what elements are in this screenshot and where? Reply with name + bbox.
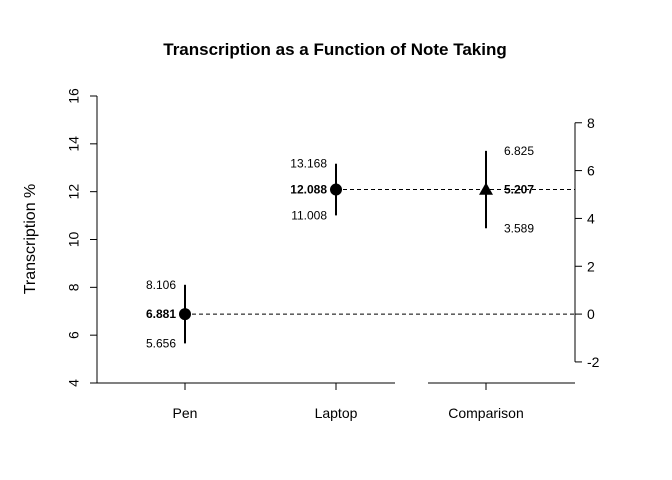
point-marker [330, 183, 342, 196]
axes: 4 6 8 10 12 14 16 -2 0 2 4 6 8 Pen Laptop Comparison [66, 88, 600, 421]
left-axis-tick-label: 14 [66, 136, 82, 152]
right-axis-tick-label: 6 [587, 163, 595, 179]
left-axis-tick-label: 6 [66, 331, 82, 339]
right-axis-tick-label: 2 [587, 258, 595, 274]
y-axis-label: Transcription % [22, 184, 39, 295]
left-axis-tick-label: 10 [66, 232, 82, 248]
data-label-estimate: 12.088 [290, 183, 327, 197]
x-axis-category-label: Laptop [315, 405, 358, 421]
chart-marks: 8.106 6.881 5.656 13.168 12.088 11.008 6.825 5.… [146, 144, 575, 350]
left-axis-tick-label: 4 [66, 379, 82, 387]
x-axis-category-label: Comparison [448, 405, 523, 421]
data-label-lower: 5.656 [146, 336, 176, 350]
point-marker [179, 308, 191, 321]
right-axis-tick-label: 8 [587, 115, 595, 131]
point-marker-triangle [479, 182, 493, 195]
x-axis-category-label: Pen [173, 405, 198, 421]
left-axis-tick-label: 16 [66, 88, 82, 104]
data-label-upper: 6.825 [504, 144, 534, 158]
data-label-lower: 11.008 [291, 208, 327, 222]
left-axis-tick-label: 8 [66, 283, 82, 291]
right-axis-tick-label: 0 [587, 306, 595, 322]
left-axis-tick-label: 12 [66, 184, 82, 200]
data-label-upper: 13.168 [290, 157, 327, 171]
right-axis-tick-label: 4 [587, 210, 595, 226]
data-label-estimate: 6.881 [146, 307, 176, 321]
chart-title: Transcription as a Function of Note Taki… [163, 40, 507, 59]
data-label-lower: 3.589 [504, 221, 534, 235]
data-label-estimate: 5.207 [504, 183, 534, 197]
right-axis-tick-label: -2 [587, 354, 600, 370]
data-label-upper: 8.106 [146, 278, 176, 292]
